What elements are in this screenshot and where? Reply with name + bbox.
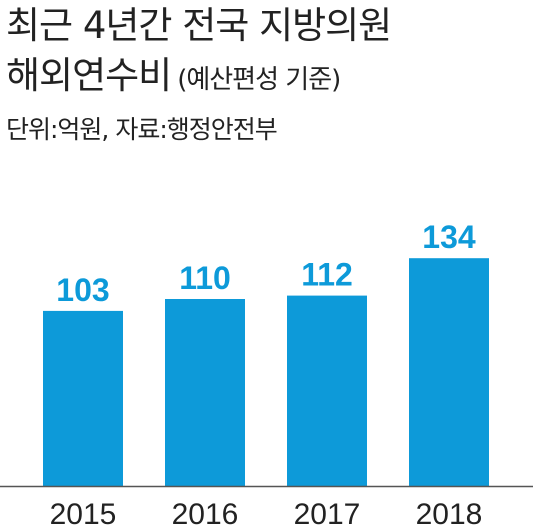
bar-2018 [409, 258, 489, 486]
x-tick-label-2015: 2015 [50, 498, 117, 528]
bar-2017 [287, 295, 367, 486]
chart-title: 최근 4년간 전국 지방의원 [6, 4, 392, 47]
bar-2015 [43, 310, 123, 486]
chart-title-line2: 해외연수비 (예산편성 기준) [6, 52, 341, 100]
data-label-2017: 112 [301, 257, 353, 293]
x-tick-label-2018: 2018 [416, 498, 483, 528]
chart-source-unit: 단위:억원, 자료:행정안전부 [6, 115, 278, 144]
chart-subtitle: (예산편성 기준) [177, 65, 341, 95]
data-label-2015: 103 [56, 272, 109, 308]
data-label-2018: 134 [422, 219, 476, 255]
bar-2016 [165, 299, 245, 486]
x-tick-label-2017: 2017 [294, 498, 361, 528]
chart-title-main: 해외연수비 [6, 54, 172, 97]
data-label-2016: 110 [179, 260, 231, 296]
x-tick-label-2016: 2016 [172, 498, 239, 528]
